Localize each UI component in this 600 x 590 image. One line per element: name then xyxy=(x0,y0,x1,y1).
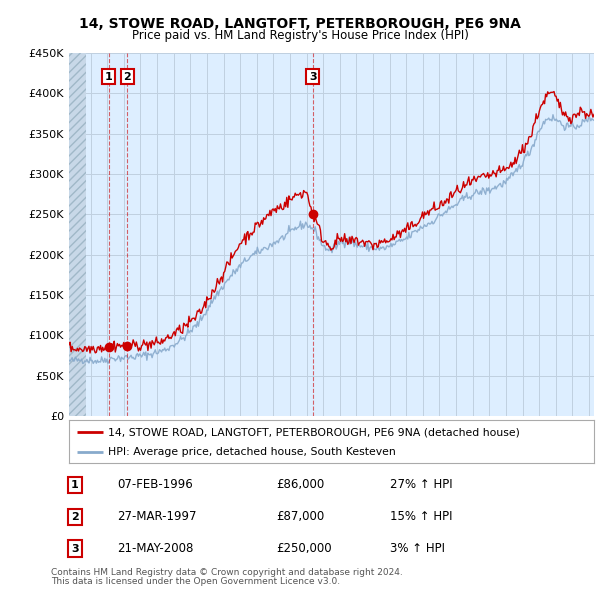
Text: 3: 3 xyxy=(71,544,79,553)
Text: Contains HM Land Registry data © Crown copyright and database right 2024.: Contains HM Land Registry data © Crown c… xyxy=(51,568,403,577)
Text: 07-FEB-1996: 07-FEB-1996 xyxy=(117,478,193,491)
Text: 15% ↑ HPI: 15% ↑ HPI xyxy=(390,510,452,523)
Text: £86,000: £86,000 xyxy=(276,478,324,491)
Text: 14, STOWE ROAD, LANGTOFT, PETERBOROUGH, PE6 9NA (detached house): 14, STOWE ROAD, LANGTOFT, PETERBOROUGH, … xyxy=(109,427,520,437)
Text: 1: 1 xyxy=(104,72,112,81)
Text: 14, STOWE ROAD, LANGTOFT, PETERBOROUGH, PE6 9NA: 14, STOWE ROAD, LANGTOFT, PETERBOROUGH, … xyxy=(79,17,521,31)
Bar xyxy=(69,53,86,416)
Text: 27-MAR-1997: 27-MAR-1997 xyxy=(117,510,197,523)
Text: 2: 2 xyxy=(124,72,131,81)
Text: 21-MAY-2008: 21-MAY-2008 xyxy=(117,542,193,555)
Text: 3% ↑ HPI: 3% ↑ HPI xyxy=(390,542,445,555)
Text: £250,000: £250,000 xyxy=(276,542,332,555)
Text: £87,000: £87,000 xyxy=(276,510,324,523)
Text: 3: 3 xyxy=(309,72,317,81)
Text: 27% ↑ HPI: 27% ↑ HPI xyxy=(390,478,452,491)
Text: 1: 1 xyxy=(71,480,79,490)
Text: Price paid vs. HM Land Registry's House Price Index (HPI): Price paid vs. HM Land Registry's House … xyxy=(131,30,469,42)
Text: HPI: Average price, detached house, South Kesteven: HPI: Average price, detached house, Sout… xyxy=(109,447,396,457)
Text: 2: 2 xyxy=(71,512,79,522)
Text: This data is licensed under the Open Government Licence v3.0.: This data is licensed under the Open Gov… xyxy=(51,578,340,586)
